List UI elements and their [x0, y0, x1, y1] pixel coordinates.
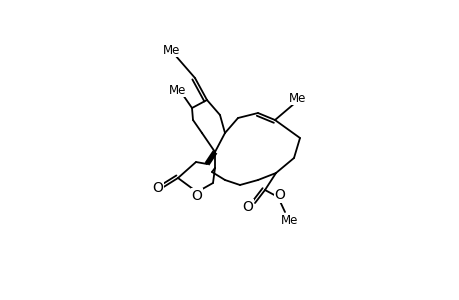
Text: Me: Me [289, 92, 306, 104]
Text: O: O [274, 188, 285, 202]
Text: Me: Me [163, 44, 180, 56]
Text: O: O [152, 181, 163, 195]
Text: O: O [242, 200, 253, 214]
Text: Me: Me [169, 83, 186, 97]
Text: O: O [191, 189, 202, 203]
Text: Me: Me [281, 214, 298, 226]
